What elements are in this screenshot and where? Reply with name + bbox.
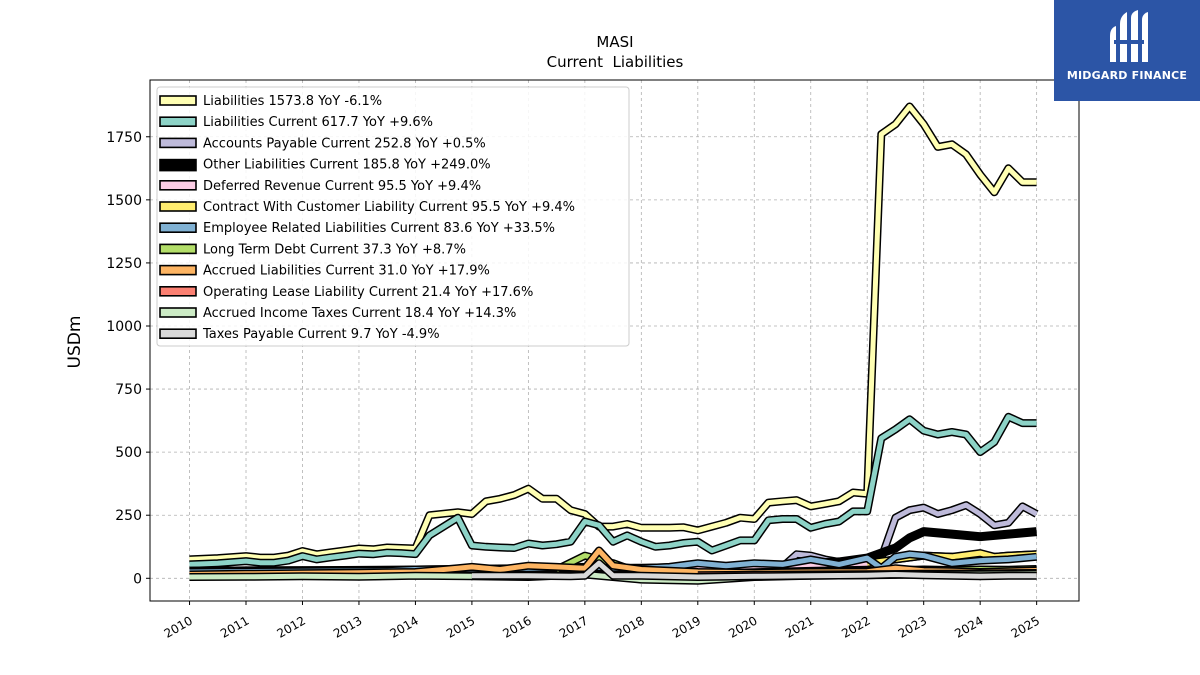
- x-tick-label: 2013: [331, 613, 364, 640]
- legend-swatch: [159, 201, 197, 212]
- chart-title: MASI: [596, 33, 633, 51]
- legend-label: Employee Related Liabilities Current 83.…: [203, 221, 555, 236]
- y-tick-label: 1500: [106, 193, 142, 209]
- x-tick-label: 2023: [896, 613, 929, 640]
- legend-label: Accrued Income Taxes Current 18.4 YoY +1…: [203, 306, 516, 321]
- legend-swatch: [159, 222, 197, 233]
- series-0: [189, 102, 1037, 564]
- legend-label: Contract With Customer Liability Current…: [203, 200, 575, 215]
- x-tick-label: 2022: [839, 613, 872, 640]
- series-lines: [189, 102, 1039, 585]
- legend-swatch: [159, 307, 197, 318]
- legend: Liabilities 1573.8 YoY -6.1% Liabilities …: [156, 86, 630, 347]
- legend-label: Liabilities 1573.8 YoY -6.1%: [203, 94, 382, 109]
- plot-frame: [149, 79, 1080, 602]
- y-tick-label: 1000: [106, 319, 142, 335]
- x-tick-label: 2014: [387, 613, 420, 640]
- x-tick-label: 2010: [162, 613, 195, 640]
- y-tick-label: 750: [115, 382, 142, 398]
- brand-logo: MIDGARD FINANCE: [1054, 0, 1200, 101]
- legend-swatch: [159, 95, 197, 106]
- legend-swatch: [159, 116, 197, 127]
- legend-label: Other Liabilities Current 185.8 YoY +249…: [203, 158, 491, 173]
- y-tick-label: 0: [133, 571, 142, 587]
- y-axis-ticks: 0 250 500 750 1000 1250 1500 1750: [106, 130, 150, 587]
- y-tick-label: 250: [115, 508, 142, 524]
- x-tick-label: 2024: [952, 613, 985, 640]
- chart-subtitle: Current Liabilities: [547, 53, 684, 71]
- legend-label: Accrued Liabilities Current 31.0 YoY +17…: [203, 264, 490, 279]
- legend-label: Accounts Payable Current 252.8 YoY +0.5%: [203, 136, 486, 151]
- legend-label: Liabilities Current 617.7 YoY +9.6%: [203, 115, 433, 130]
- y-tick-label: 500: [115, 445, 142, 461]
- legend-label: Long Term Debt Current 37.3 YoY +8.7%: [203, 242, 466, 257]
- x-tick-label: 2025: [1009, 613, 1042, 640]
- x-tick-label: 2017: [557, 613, 590, 640]
- series-11: [471, 559, 1037, 581]
- series-line: [189, 104, 1037, 562]
- x-tick-label: 2016: [500, 613, 533, 640]
- series-line: [189, 414, 1037, 567]
- legend-swatch: [159, 328, 197, 340]
- legend-label: Taxes Payable Current 9.7 YoY -4.9%: [202, 327, 440, 342]
- logo-mark-icon: [1110, 10, 1148, 62]
- x-tick-label: 2019: [670, 613, 703, 640]
- legend-swatch: [159, 243, 197, 255]
- y-tick-label: 1750: [106, 130, 142, 146]
- series-1: [189, 412, 1037, 569]
- x-tick-label: 2018: [613, 613, 646, 640]
- legend-swatch: [159, 285, 197, 297]
- y-tick-label: 1250: [106, 256, 142, 272]
- brand-name: MIDGARD FINANCE: [1066, 69, 1188, 82]
- x-tick-label: 2011: [218, 613, 251, 640]
- x-tick-label: 2012: [275, 613, 308, 640]
- x-tick-label: 2015: [444, 613, 477, 640]
- legend-swatch: [159, 158, 197, 172]
- legend-swatch: [159, 264, 197, 276]
- legend-box: [156, 86, 630, 347]
- x-axis-ticks: 2010 2011 2012 2013 2014 2015 2016 2017 2018 2019…: [162, 601, 1042, 641]
- legend-swatch: [159, 137, 197, 149]
- y-axis-label: USDm: [65, 316, 85, 369]
- legend-label: Operating Lease Liability Current 21.4 Y…: [203, 285, 533, 300]
- x-tick-label: 2020: [726, 613, 759, 640]
- x-tick-label: 2021: [783, 613, 816, 640]
- legend-swatch: [159, 180, 197, 191]
- legend-label: Deferred Revenue Current 95.5 YoY +9.4%: [203, 179, 481, 194]
- series-line: [471, 560, 1037, 580]
